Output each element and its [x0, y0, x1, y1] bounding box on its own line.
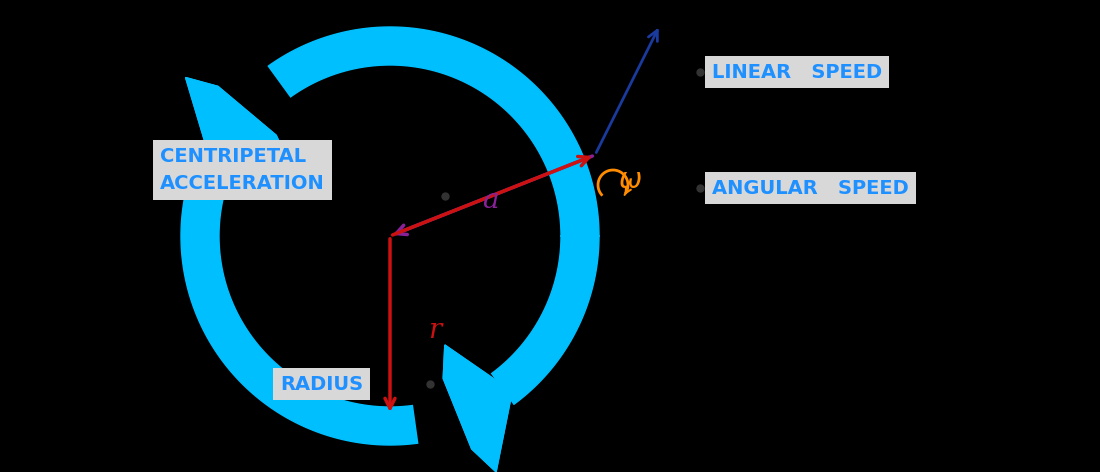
Text: LINEAR   SPEED: LINEAR SPEED [712, 62, 882, 82]
Text: ANGULAR   SPEED: ANGULAR SPEED [712, 178, 909, 197]
Polygon shape [186, 77, 290, 166]
Polygon shape [443, 345, 513, 472]
Text: a: a [482, 186, 498, 213]
Polygon shape [182, 27, 600, 445]
Polygon shape [414, 371, 516, 448]
Text: r: r [428, 317, 441, 344]
Polygon shape [186, 77, 290, 166]
Polygon shape [198, 63, 293, 163]
Polygon shape [443, 345, 513, 472]
Text: $\omega$: $\omega$ [618, 167, 642, 194]
Text: RADIUS: RADIUS [280, 374, 363, 394]
Text: CENTRIPETAL
ACCELERATION: CENTRIPETAL ACCELERATION [160, 147, 324, 193]
